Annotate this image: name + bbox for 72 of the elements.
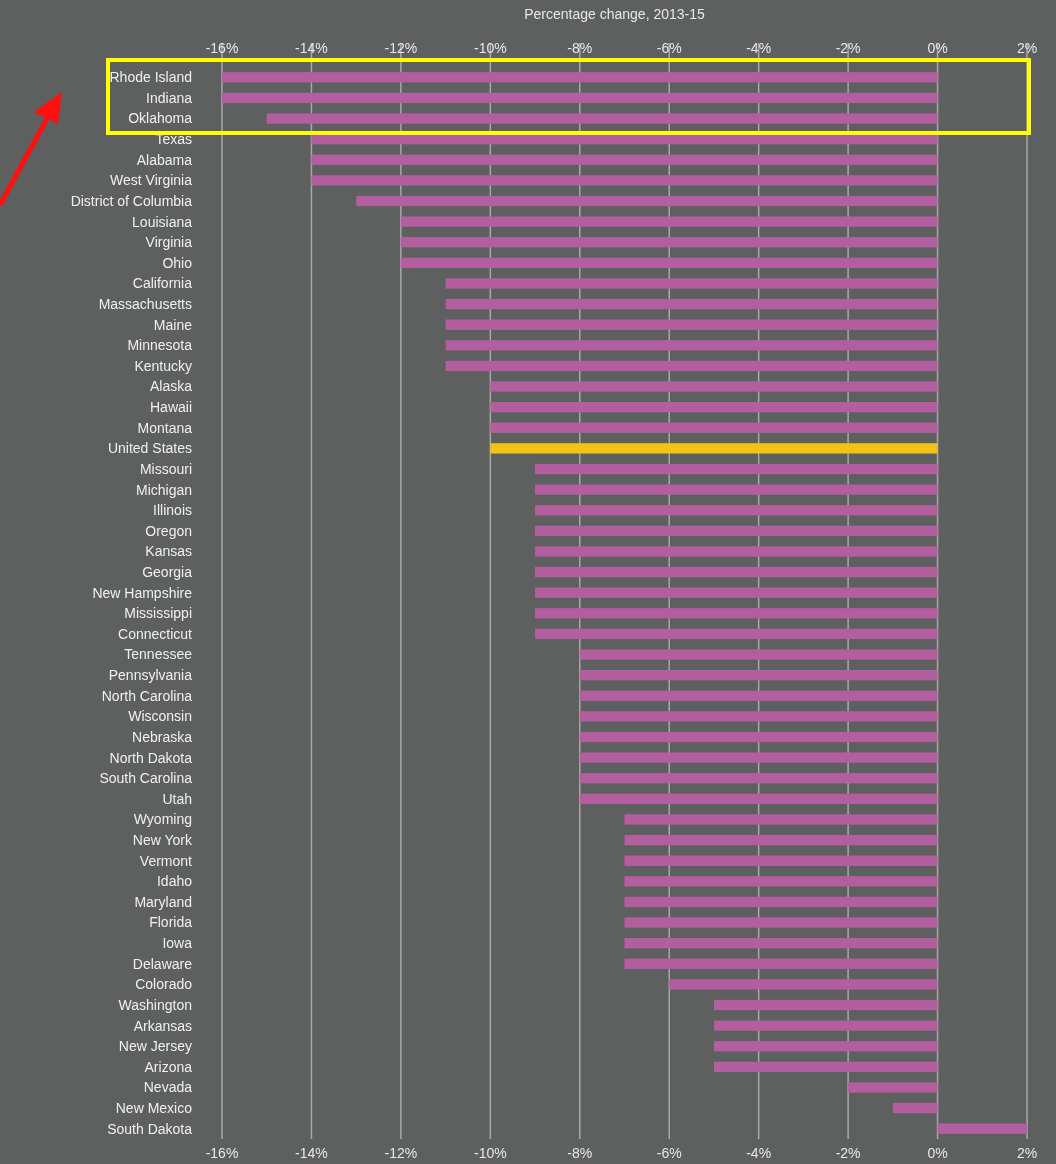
x-tick-label: -2% xyxy=(835,1145,861,1161)
x-tick-label: -14% xyxy=(295,1145,328,1161)
x2-tick-label: -10% xyxy=(473,40,507,56)
y-tick-label: Virginia xyxy=(145,234,193,251)
y-tick-label: Washington xyxy=(118,996,192,1013)
y-tick-label: Idaho xyxy=(156,873,193,890)
y-tick-label: New York xyxy=(132,831,193,848)
y-tick-label: Louisiana xyxy=(132,213,193,230)
y-tick-label: Oregon xyxy=(145,522,192,539)
y-tick-label: North Carolina xyxy=(101,687,193,704)
y-tick-label: California xyxy=(132,275,193,292)
y-tick-label: Missouri xyxy=(139,460,192,477)
y-tick-label: Georgia xyxy=(142,563,193,580)
y-tick-label: Minnesota xyxy=(127,337,193,354)
x-tick-label: -6% xyxy=(656,1145,682,1161)
y-tick-label: Delaware xyxy=(132,955,193,972)
y-tick-label: New Jersey xyxy=(118,1038,192,1055)
y-tick-label: Alabama xyxy=(136,151,193,168)
y-tick-label: Vermont xyxy=(139,852,193,869)
x-tick-label: -12% xyxy=(384,1145,418,1161)
y-tick-label: New Mexico xyxy=(115,1099,193,1116)
y-tick-label: Indiana xyxy=(146,89,193,106)
x2-tick-label: -2% xyxy=(835,40,861,56)
y-tick-label: Nebraska xyxy=(132,728,193,745)
x-tick-label: -16% xyxy=(205,1145,239,1161)
x2-tick-label: 0% xyxy=(927,40,948,56)
y-tick-label: Connecticut xyxy=(118,625,193,642)
y-tick-label: Mississippi xyxy=(124,605,192,622)
y-tick-label: Rhode Island xyxy=(109,69,192,86)
x-tick-label: -10% xyxy=(473,1145,507,1161)
x2-tick-label: -6% xyxy=(656,40,682,56)
y-tick-label: Kansas xyxy=(145,543,192,560)
y-tick-label: Iowa xyxy=(162,935,193,952)
x2-tick-label: -14% xyxy=(295,40,328,56)
y-tick-label: Montana xyxy=(137,419,193,436)
x-tick-label: 2% xyxy=(1016,1145,1038,1161)
x2-tick-label: -8% xyxy=(567,40,593,56)
y-tick-label: Maine xyxy=(153,316,193,333)
y-tick-label: Tennessee xyxy=(124,646,193,663)
y-tick-label: Utah xyxy=(162,790,192,807)
y-tick-label: Oklahoma xyxy=(128,110,193,127)
x2-tick-label: 2% xyxy=(1016,40,1038,56)
x-tick-label: 0% xyxy=(927,1145,948,1161)
y-tick-label: Wisconsin xyxy=(128,708,192,725)
y-tick-label: Florida xyxy=(149,914,193,931)
y-tick-label: Colorado xyxy=(135,976,193,993)
y-tick-label: West Virginia xyxy=(110,172,193,189)
y-tick-label: South Dakota xyxy=(107,1120,193,1137)
y-tick-label: Michigan xyxy=(135,481,192,498)
x-tick-label: -4% xyxy=(746,1145,772,1161)
x2-tick-label: -12% xyxy=(384,40,418,56)
y-tick-label: Arkansas xyxy=(133,1017,192,1034)
y-tick-label: Illinois xyxy=(153,502,192,519)
y-tick-label: Pennsylvania xyxy=(108,667,193,684)
y-tick-label: Kentucky xyxy=(134,357,192,374)
y-tick-label: Alaska xyxy=(149,378,193,395)
x2-axis-title: Percentage change, 2013-15 xyxy=(524,6,705,22)
y-tick-label: Nevada xyxy=(143,1079,193,1096)
y-tick-label: Wyoming xyxy=(133,811,192,828)
y-tick-label: Massachusetts xyxy=(98,295,192,312)
y-tick-label: District of Columbia xyxy=(70,192,193,209)
y-tick-label: Arizona xyxy=(144,1058,193,1075)
y-tick-label: North Dakota xyxy=(109,749,193,766)
y-tick-label: Hawaii xyxy=(149,399,192,416)
x2-tick-label: -16% xyxy=(205,40,239,56)
y-tick-label: South Carolina xyxy=(99,770,193,787)
y-tick-label: United States xyxy=(107,440,192,457)
y-tick-label: Ohio xyxy=(162,254,193,271)
x-tick-label: -8% xyxy=(567,1145,593,1161)
y-tick-label: Maryland xyxy=(134,893,192,910)
y-tick-label: New Hampshire xyxy=(92,584,193,601)
x2-tick-label: -4% xyxy=(746,40,772,56)
